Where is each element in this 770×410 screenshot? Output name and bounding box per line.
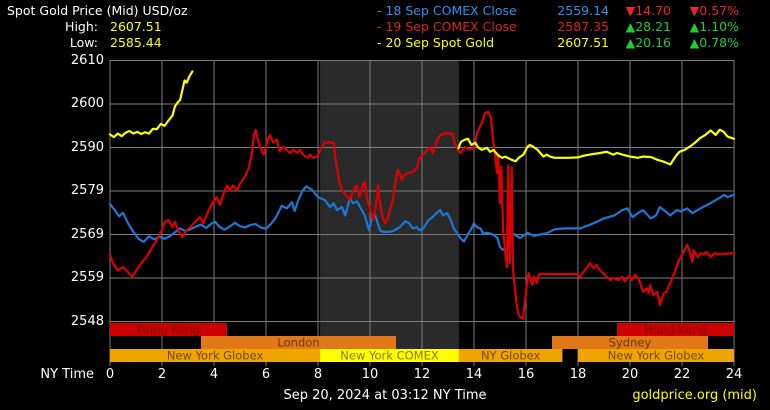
low-label: Low: [69,35,98,50]
x-axis-tick-label: 2 [157,367,167,382]
series-line-19-sep-comex-close [108,110,736,320]
legend-change: ▼14.70 [625,3,671,18]
session-bar-hong-kong [110,323,227,336]
source-link: goldprice.org (mid) [632,388,757,403]
series-line-18-sep-comex-close [108,185,736,251]
legend-value: 2587.35 [557,19,609,34]
x-axis-tick-label: 20 [621,367,639,382]
high-value: 2607.51 [110,19,162,34]
legend-change-pct: ▲0.78% [689,35,739,50]
session-bar-london [201,336,396,349]
y-axis-tick-label: 2579 [70,183,104,198]
x-axis-tick-label: 18 [569,367,587,382]
session-bar-label: New York Globex [167,349,264,363]
x-axis-tick-label: 14 [465,367,483,382]
x-axis-tick-label: 16 [517,367,535,382]
session-bar-hong-kong [617,323,734,336]
legend-row: - 19 Sep COMEX Close 2587.35 ▲28.21 ▲1.10% [377,19,739,35]
session-bar-label: New York COMEX [340,349,439,363]
legend-series-label: - 18 Sep COMEX Close [377,3,517,18]
session-bar-label: New York Globex [608,349,705,363]
legend-value: 2607.51 [557,35,609,50]
session-bar-label: Sydney [609,336,652,350]
legend: - 18 Sep COMEX Close 2559.14 ▼14.70 ▼0.57% -… [377,3,739,51]
legend-change: ▲28.21 [625,19,671,34]
y-axis-tick-label: 2600 [70,96,104,111]
x-axis-tick-label: 6 [261,367,271,382]
x-axis-tick-label: 8 [313,367,323,382]
session-bar-new-york-globex [578,349,734,362]
y-axis-tick-label: 2569 [70,226,104,242]
x-axis-tick-label: 10 [361,367,379,382]
page-title: Spot Gold Price (Mid) USD/oz [7,3,188,18]
session-bar-label: Hong Kong [137,323,200,337]
legend-row: - 18 Sep COMEX Close 2559.14 ▼14.70 ▼0.57% [377,3,739,19]
y-axis-tick-label: 2559 [70,270,104,285]
x-axis-tick-label: 0 [105,367,115,382]
legend-series-label: - 20 Sep Spot Gold [377,35,495,50]
x-axis-tick-label: 4 [209,367,219,382]
session-bar-sydney [552,336,708,349]
y-axis-tick-label: 2590 [70,139,104,155]
x-axis-tick-label: 12 [413,367,431,382]
legend-row: - 20 Sep Spot Gold 2607.51 ▲20.16 ▲0.78% [377,35,739,51]
low-value: 2585.44 [110,35,162,50]
legend-change-pct: ▼0.57% [689,3,739,18]
session-bar-label: London [277,336,319,350]
session-bar-new-york-globex [110,349,321,362]
x-axis-tick-label: 22 [673,367,691,382]
session-bar-ny-globex [458,349,563,362]
y-axis-tick-label: 2548 [70,313,104,329]
x-axis-tick-label: 24 [725,367,743,382]
timestamp: Sep 20, 2024 at 03:12 NY Time [283,388,487,403]
series-line-20-sep-spot-gold [457,128,736,166]
legend-series-label: - 19 Sep COMEX Close [377,19,517,34]
session-bar-label: NY Globex [481,349,541,363]
series-line-20-sep-spot-gold [108,70,194,139]
y-axis-tick-label: 2610 [70,52,104,68]
session-bar-new-york-comex [320,349,459,362]
x-axis-title: NY Time [40,367,94,382]
legend-change-pct: ▲1.10% [689,19,739,34]
legend-value: 2559.14 [557,3,609,18]
legend-change: ▲20.16 [625,35,671,50]
session-bar-label: Hong Kong [644,323,707,337]
high-label: High: [65,19,98,34]
